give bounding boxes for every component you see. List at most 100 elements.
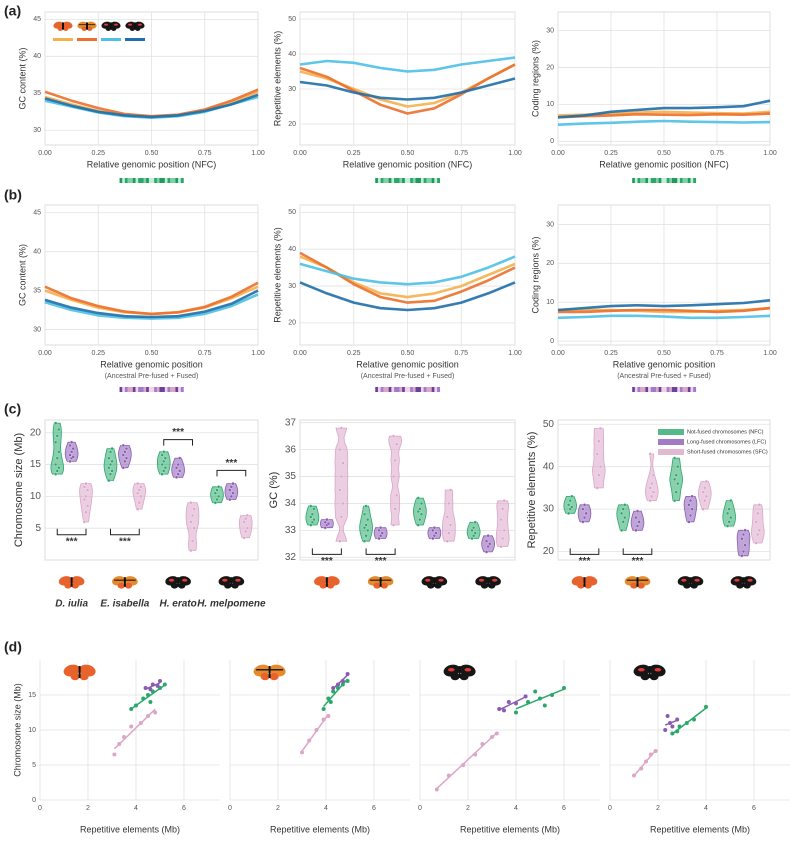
strip-segment bbox=[632, 178, 636, 183]
strip-segment bbox=[664, 178, 667, 183]
data-point bbox=[445, 539, 449, 543]
data-point bbox=[312, 507, 316, 511]
strip-segment bbox=[431, 387, 435, 392]
wing bbox=[62, 26, 69, 31]
data-point bbox=[160, 453, 164, 457]
spot bbox=[478, 578, 485, 582]
data-point bbox=[328, 700, 333, 704]
strip-segment bbox=[690, 178, 694, 183]
bracket bbox=[569, 548, 600, 555]
spot bbox=[235, 578, 241, 582]
data-point bbox=[82, 485, 87, 489]
wing bbox=[57, 26, 63, 31]
strip-segment bbox=[172, 178, 176, 183]
strip-segment bbox=[674, 387, 678, 392]
x-tick-label: 0.00 bbox=[38, 350, 52, 357]
data-point bbox=[231, 481, 235, 486]
strip-segment bbox=[437, 387, 441, 392]
strip-segment bbox=[434, 178, 438, 183]
x-tick-label: 1.00 bbox=[763, 350, 777, 357]
strip-segment bbox=[412, 178, 416, 183]
data-point bbox=[393, 507, 397, 511]
data-point bbox=[550, 693, 554, 697]
butterfly-icon bbox=[677, 576, 704, 589]
x-tick-label: 1.00 bbox=[763, 150, 777, 157]
violin bbox=[185, 502, 200, 551]
y-axis-label: Chromosome size (Mb) bbox=[13, 433, 25, 547]
spot bbox=[168, 578, 175, 582]
data-point bbox=[71, 455, 75, 459]
y-tick-label: 0 bbox=[550, 338, 554, 345]
wing bbox=[488, 582, 496, 589]
data-point bbox=[176, 462, 180, 467]
data-point bbox=[310, 520, 315, 524]
data-point bbox=[57, 466, 61, 470]
violin bbox=[697, 481, 712, 510]
strip-segment bbox=[135, 178, 139, 183]
data-point bbox=[124, 446, 129, 451]
strip-segment bbox=[429, 387, 432, 392]
strip-segment bbox=[156, 178, 160, 183]
data-point bbox=[688, 513, 693, 518]
data-point bbox=[729, 515, 733, 520]
data-point bbox=[623, 503, 627, 507]
data-point bbox=[137, 501, 141, 505]
significance: *** bbox=[579, 556, 591, 567]
data-point bbox=[490, 735, 494, 739]
strip-segment bbox=[404, 387, 408, 392]
x-tick-label: 0.25 bbox=[347, 150, 361, 157]
x-tick-label: 0.00 bbox=[293, 350, 307, 357]
trend-line bbox=[436, 732, 498, 790]
data-point bbox=[584, 511, 588, 515]
y-tick-label: 10 bbox=[546, 101, 554, 108]
data-point bbox=[432, 534, 437, 538]
significance: *** bbox=[321, 556, 333, 567]
data-point bbox=[338, 447, 342, 452]
strip-segment bbox=[172, 387, 176, 392]
data-point bbox=[192, 526, 196, 530]
wing bbox=[630, 582, 638, 589]
data-point bbox=[82, 520, 87, 524]
data-point bbox=[242, 520, 246, 524]
data-point bbox=[68, 443, 72, 448]
series-line bbox=[44, 289, 259, 319]
body bbox=[458, 666, 461, 678]
strip-segment bbox=[661, 178, 665, 183]
strip-segment bbox=[383, 178, 387, 183]
spot bbox=[222, 578, 228, 582]
strip-segment bbox=[148, 178, 152, 183]
butterfly-icon bbox=[77, 21, 97, 31]
data-point bbox=[364, 534, 368, 538]
body bbox=[134, 22, 136, 30]
x-tick-label: 0.50 bbox=[145, 150, 159, 157]
spot bbox=[638, 667, 645, 672]
body bbox=[689, 577, 692, 587]
x-tick-label: 6 bbox=[182, 805, 186, 812]
panel-label: (d) bbox=[4, 639, 22, 655]
data-point bbox=[300, 750, 304, 755]
data-point bbox=[665, 714, 670, 718]
data-point bbox=[71, 446, 75, 451]
data-point bbox=[526, 700, 530, 704]
wing bbox=[434, 582, 442, 589]
data-point bbox=[634, 515, 638, 520]
data-point bbox=[69, 450, 74, 454]
strip-segment bbox=[130, 387, 134, 392]
strip-segment bbox=[146, 178, 150, 183]
strip-segment bbox=[396, 178, 400, 183]
strip-segment bbox=[669, 178, 673, 183]
data-point bbox=[623, 515, 627, 520]
data-point bbox=[216, 494, 221, 499]
data-point bbox=[582, 503, 587, 507]
data-point bbox=[228, 497, 232, 502]
strip-segment bbox=[399, 178, 403, 183]
data-point bbox=[121, 453, 125, 457]
data-point bbox=[653, 749, 658, 753]
series-line bbox=[299, 56, 516, 73]
y-tick-label: 30 bbox=[546, 27, 554, 34]
strip-segment bbox=[687, 178, 691, 183]
x-tick-label: 6 bbox=[752, 805, 756, 812]
x-axis-label: Relative genomic position (NFC) bbox=[87, 159, 217, 169]
data-point bbox=[55, 456, 59, 460]
x-axis-label: Relative genomic position bbox=[100, 359, 203, 369]
